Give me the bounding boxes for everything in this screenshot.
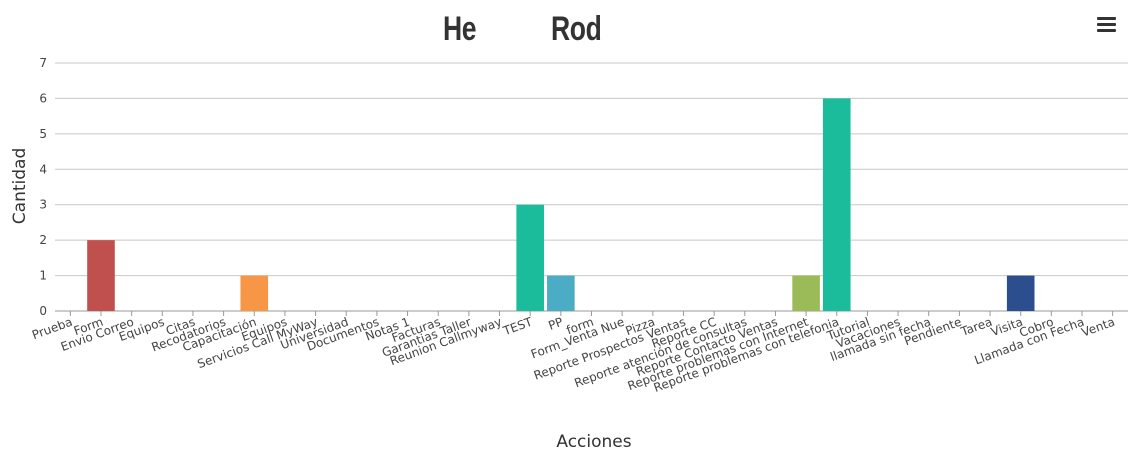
- y-tick-label: 3: [39, 198, 47, 212]
- chart-title: He Rod: [0, 10, 1131, 54]
- bar[interactable]: [240, 275, 269, 311]
- chart-title-second: Rod: [551, 10, 602, 48]
- bar[interactable]: [87, 240, 115, 311]
- bars: [87, 98, 1035, 311]
- bar[interactable]: [1006, 275, 1035, 311]
- grid-lines: [55, 62, 1128, 312]
- y-tick-label: 7: [39, 56, 47, 70]
- hamburger-menu-icon[interactable]: [1095, 14, 1119, 34]
- y-tick-label: 1: [39, 269, 47, 283]
- x-tick-label: Venta: [1080, 315, 1117, 340]
- x-tick-label: PP: [546, 315, 564, 333]
- bar[interactable]: [792, 275, 820, 311]
- chart-title-first: He: [443, 10, 477, 48]
- x-tick-label: TEST: [500, 314, 534, 338]
- y-tick-label: 2: [39, 233, 47, 247]
- y-axis-title: Cantidad: [10, 148, 30, 224]
- bar[interactable]: [547, 275, 575, 311]
- y-tick-label: 4: [39, 162, 47, 176]
- y-tick-label: 6: [39, 91, 47, 105]
- y-axis-ticks: 0 1 2 3 4 5 6 7: [39, 56, 47, 318]
- bar[interactable]: [516, 204, 544, 311]
- bar[interactable]: [822, 98, 851, 311]
- x-axis-title: Acciones: [556, 432, 631, 452]
- y-tick-label: 0: [39, 304, 47, 318]
- y-tick-label: 5: [39, 127, 47, 141]
